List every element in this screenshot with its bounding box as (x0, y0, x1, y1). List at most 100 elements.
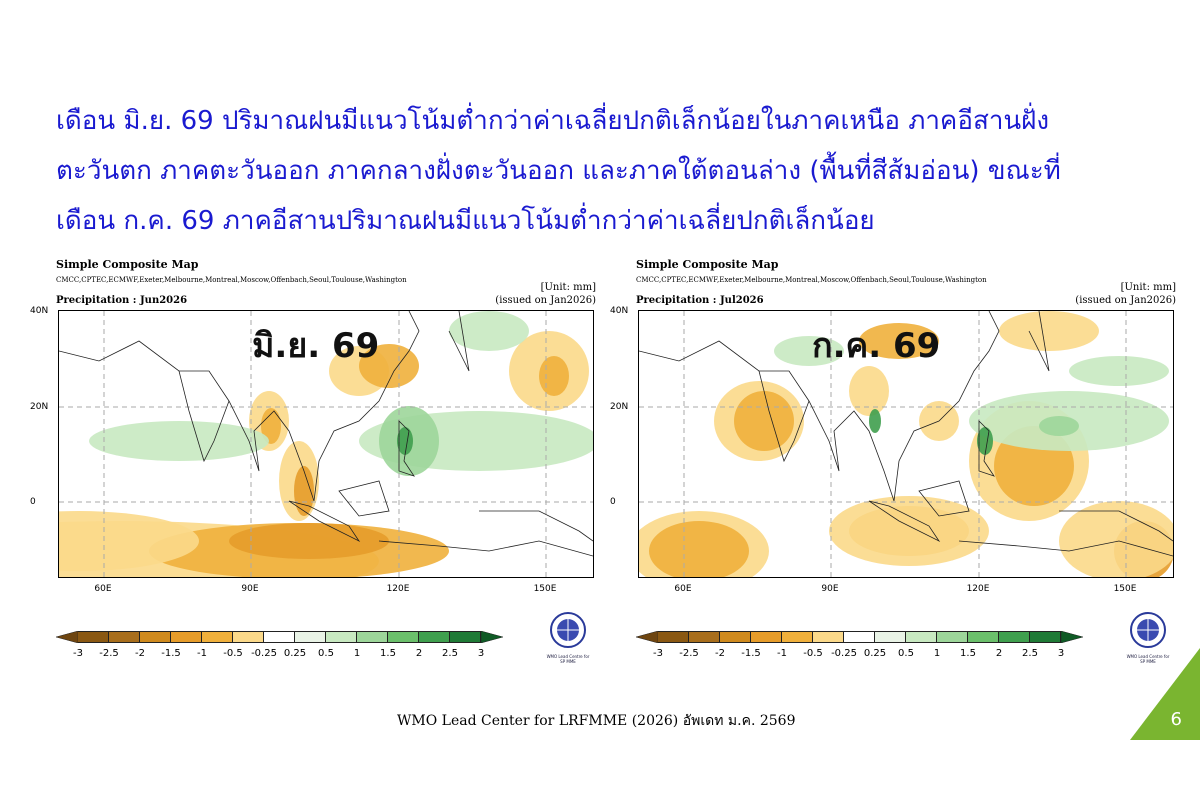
coastlines (639, 311, 1173, 557)
colorbar-tick-label: 2.5 (442, 648, 458, 659)
colorbar-tick-label: 3 (477, 648, 485, 659)
colorbar-tick-label: -1.5 (741, 648, 761, 659)
coastlines (59, 311, 593, 557)
headline-line: เดือน ก.ค. 69 ภาคอีสานปริมาณฝนมีแนวโน้มต… (56, 206, 875, 236)
colorbar-tick-label: -1.5 (161, 648, 181, 659)
anomaly-region (449, 311, 529, 351)
footer-source: WMO Lead Center for LRFMME (2026) อัพเดท… (397, 713, 796, 729)
wmo-emblem-icon (1130, 612, 1166, 648)
map-canvas (639, 311, 1173, 577)
lon-label: 60E (674, 584, 692, 594)
colorbar-tick-label: -0.25 (251, 648, 277, 659)
colorbar-bin (233, 631, 264, 643)
model-list: CMCC,CPTEC,ECMWF,Exeter,Melbourne,Montre… (636, 276, 987, 284)
colorbar-tick-label: -2 (715, 648, 725, 659)
colorbar-bin (171, 631, 202, 643)
anomaly-region (649, 521, 749, 577)
unit-label: [Unit: mm] (1120, 282, 1176, 293)
anomaly-region (359, 344, 419, 388)
map-title: Simple Composite Map (636, 258, 779, 271)
lat-label: 0 (30, 497, 36, 507)
wmo-emblem-icon (550, 612, 586, 648)
anomaly-region (774, 336, 844, 366)
colorbar-under-arrow (56, 631, 78, 643)
anomaly-region (229, 523, 389, 559)
colorbar-bin (264, 631, 295, 643)
anomaly-region (869, 409, 881, 433)
lon-label: 60E (94, 584, 112, 594)
wmo-logo: WMO Lead Centre for SP MME (544, 610, 592, 664)
colorbar-bin (875, 631, 906, 643)
anomaly-region (1069, 356, 1169, 386)
precipitation-anomaly-map (638, 310, 1174, 578)
colorbar-bin (782, 631, 813, 643)
colorbar-bin (813, 631, 844, 643)
anomaly-region (734, 391, 794, 451)
colorbar-tick-label: 1.5 (380, 648, 396, 659)
anomaly-region (977, 427, 993, 455)
wmo-logo: WMO Lead Centre for SP MME (1124, 610, 1172, 664)
page-number-badge: 6 (1130, 648, 1200, 740)
colorbar-tick-label: -0.25 (831, 648, 857, 659)
lon-label: 150E (1113, 584, 1137, 594)
lon-label: 120E (966, 584, 990, 594)
anomaly-region (1059, 501, 1173, 577)
colorbar-tick-label: 2 (995, 648, 1003, 659)
colorbar-bin (202, 631, 233, 643)
colorbar-tick-label: -1 (777, 648, 787, 659)
colorbar-bin (326, 631, 357, 643)
colorbar-bin (140, 631, 171, 643)
colorbar-tick-label: -0.5 (803, 648, 823, 659)
anomaly-region (829, 496, 989, 566)
anomaly-region (397, 427, 413, 455)
anomaly-region (849, 366, 889, 416)
variable-label: Precipitation : Jul2026 (636, 295, 764, 306)
colorbar-tick-label: 0.25 (283, 648, 307, 659)
lat-label: 20N (30, 402, 49, 412)
colorbar (56, 631, 503, 643)
colorbar-bin (658, 631, 689, 643)
page-number: 6 (1170, 709, 1182, 730)
colorbar-tick-label: -2.5 (679, 648, 699, 659)
anomaly-region (999, 311, 1099, 351)
headline-line: เดือน มิ.ย. 69 ปริมาณฝนมีแนวโน้มต่ำกว่าค… (56, 106, 1050, 136)
colorbar-over-arrow (1061, 631, 1083, 643)
colorbar-bin (937, 631, 968, 643)
logo-caption: WMO Lead Centre for SP MME (546, 654, 590, 664)
map-title: Simple Composite Map (56, 258, 199, 271)
colorbar-bin (1030, 631, 1061, 643)
colorbar-tick-label: 3 (1057, 648, 1065, 659)
colorbar-tick-label: -2 (135, 648, 145, 659)
colorbar-tick-label: -3 (653, 648, 663, 659)
anomaly-region (539, 356, 569, 396)
colorbar-bin (999, 631, 1030, 643)
variable-label: Precipitation : Jun2026 (56, 295, 188, 306)
lon-label: 90E (821, 584, 839, 594)
forecast-map-panel: Simple Composite Map CMCC,CPTEC,ECMWF,Ex… (30, 258, 596, 678)
colorbar-bin (295, 631, 326, 643)
lon-label: 150E (533, 584, 557, 594)
issued-label: (issued on Jan2026) (495, 295, 596, 306)
anomaly-region (1039, 416, 1079, 436)
colorbar (636, 631, 1083, 643)
colorbar-tick-label: 2.5 (1022, 648, 1038, 659)
colorbar-tick-label: -1 (197, 648, 207, 659)
issued-label: (issued on Jan2026) (1075, 295, 1176, 306)
anomaly-region (59, 511, 199, 571)
colorbar-bin (689, 631, 720, 643)
colorbar-bin (968, 631, 999, 643)
headline-line: ตะวันตก ภาคตะวันออก ภาคกลางฝั่งตะวันออก … (56, 156, 1061, 186)
forecast-map-panel: Simple Composite Map CMCC,CPTEC,ECMWF,Ex… (610, 258, 1176, 678)
anomaly-region (89, 421, 269, 461)
lat-label: 40N (30, 306, 49, 316)
lon-label: 120E (386, 584, 410, 594)
colorbar-tick-label: 1 (353, 648, 361, 659)
lon-label: 90E (241, 584, 259, 594)
colorbar-tick-label: 1.5 (960, 648, 976, 659)
colorbar-bin (844, 631, 875, 643)
colorbar-tick-label: 0.25 (863, 648, 887, 659)
model-list: CMCC,CPTEC,ECMWF,Exeter,Melbourne,Montre… (56, 276, 407, 284)
anomaly-region (859, 323, 939, 359)
colorbar-bin (906, 631, 937, 643)
colorbar-bin (388, 631, 419, 643)
